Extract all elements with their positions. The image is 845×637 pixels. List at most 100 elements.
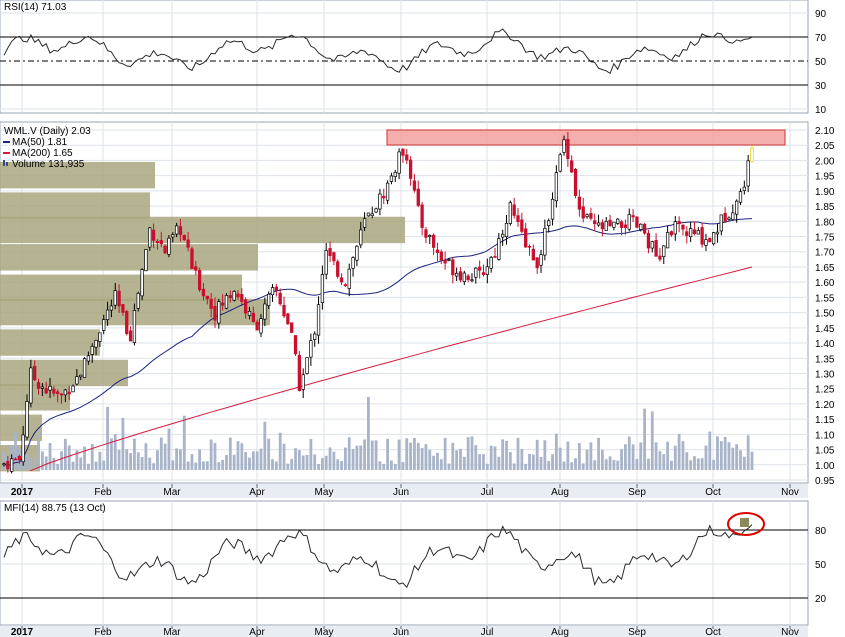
candle-body bbox=[535, 257, 539, 269]
volume-bar bbox=[420, 448, 424, 470]
month-label: Nov bbox=[781, 487, 799, 498]
volume-bar bbox=[466, 437, 470, 470]
volume-bar bbox=[79, 457, 83, 470]
volume-bar bbox=[593, 460, 597, 470]
candle-body bbox=[378, 193, 382, 210]
volume-bar bbox=[56, 463, 60, 470]
price-tick-label: 1.55 bbox=[815, 293, 835, 304]
candle-body bbox=[33, 365, 37, 381]
month-label: Jun bbox=[393, 487, 409, 498]
volume-bar bbox=[374, 440, 378, 470]
volume-bar bbox=[286, 463, 290, 470]
volume-bar bbox=[110, 438, 113, 470]
volume-bar bbox=[259, 448, 263, 470]
candle-body bbox=[508, 202, 512, 224]
price-tick-label: 1.30 bbox=[815, 369, 835, 380]
price-legend: WML.V (Daily) 2.03 MA(50) 1.81 MA(200) 1… bbox=[3, 126, 91, 170]
candle-body bbox=[654, 240, 658, 257]
rsi-label: RSI(14) 71.03 bbox=[4, 2, 67, 13]
volume-bar bbox=[470, 436, 474, 470]
candle-body bbox=[416, 188, 420, 206]
candle-body bbox=[217, 301, 221, 324]
candle-body bbox=[167, 237, 171, 255]
price-tick-label: 1.35 bbox=[815, 354, 835, 365]
volume-bar bbox=[148, 457, 152, 470]
volume-bar bbox=[543, 440, 547, 470]
volume-bar bbox=[294, 448, 297, 470]
candle-body bbox=[635, 216, 639, 228]
volume-bar bbox=[44, 456, 48, 470]
mfi-tick-label: 50 bbox=[815, 560, 827, 571]
volume-bar bbox=[186, 461, 190, 470]
volume-bar bbox=[608, 456, 612, 470]
price-tick-label: 1.15 bbox=[815, 415, 835, 426]
candle-body bbox=[658, 255, 662, 260]
candle-body bbox=[309, 340, 313, 358]
candle-body bbox=[677, 220, 681, 225]
volume-bar bbox=[52, 457, 56, 470]
volume-bar bbox=[194, 462, 198, 470]
volume-bar bbox=[198, 449, 202, 470]
volume-bar bbox=[409, 442, 413, 470]
volume-bar bbox=[363, 439, 366, 470]
month-label: Nov bbox=[781, 627, 799, 637]
volume-bar bbox=[370, 440, 374, 470]
volume-bar bbox=[240, 443, 244, 470]
highlight-circle bbox=[727, 512, 765, 536]
volume-bar bbox=[336, 459, 340, 470]
candle-body bbox=[274, 286, 278, 292]
candle-body bbox=[512, 204, 516, 216]
candle-body bbox=[209, 298, 213, 309]
volume-bar bbox=[601, 449, 604, 470]
volume-bar bbox=[140, 456, 144, 470]
candle-body bbox=[593, 220, 597, 225]
volume-legend: Volume 131,935 bbox=[12, 159, 85, 170]
volume-bar bbox=[708, 431, 712, 470]
volume-bar bbox=[301, 455, 305, 470]
volume-bar bbox=[244, 451, 248, 470]
candle-body bbox=[324, 250, 328, 275]
candle-body bbox=[478, 266, 482, 271]
candle-body bbox=[351, 257, 355, 269]
candle-body bbox=[94, 339, 98, 348]
ma50-line bbox=[3, 218, 753, 467]
rsi-line bbox=[3, 28, 753, 75]
candle-body bbox=[328, 248, 332, 256]
mfi-line bbox=[3, 524, 753, 589]
rsi-tick-label: 50 bbox=[815, 57, 827, 68]
volume-bar bbox=[401, 462, 405, 470]
price-tick-label: 1.20 bbox=[815, 400, 835, 411]
date-axis-top: 2017 Feb Mar Apr May Jun Jul Aug Sep Oct Nov bbox=[0, 484, 808, 498]
volume-bar bbox=[432, 455, 436, 470]
candle-body bbox=[746, 160, 750, 187]
volume-bar bbox=[696, 458, 700, 470]
candle-body bbox=[524, 228, 528, 248]
month-label: Jun bbox=[393, 627, 409, 637]
volume-profile-bar bbox=[0, 274, 242, 301]
candle-body bbox=[458, 271, 463, 281]
volume-bar bbox=[443, 437, 447, 470]
candle-body bbox=[6, 461, 10, 470]
volume-bar bbox=[658, 451, 662, 470]
candle-body bbox=[105, 309, 110, 321]
candle-body bbox=[520, 219, 524, 232]
candle-body bbox=[224, 295, 229, 309]
candle-body bbox=[543, 227, 547, 256]
volume-bar bbox=[228, 437, 232, 470]
volume-bar bbox=[359, 445, 363, 470]
volume-bar bbox=[673, 445, 677, 470]
volume-bar bbox=[462, 456, 466, 470]
volume-bar bbox=[251, 451, 255, 470]
candle-body bbox=[197, 270, 202, 291]
candle-body bbox=[608, 219, 612, 227]
mfi-tick-label: 80 bbox=[815, 526, 827, 537]
candle-body bbox=[704, 239, 708, 246]
candle-body bbox=[439, 251, 443, 261]
candle-body bbox=[159, 240, 163, 245]
volume-bar bbox=[436, 452, 439, 470]
volume-bar bbox=[501, 439, 505, 470]
candle-body bbox=[63, 389, 68, 396]
volume-bar bbox=[604, 459, 608, 470]
candle-body bbox=[566, 138, 570, 160]
mfi-panel: 80 50 20 MFI(14) 88.75 (13 Oct) bbox=[0, 500, 827, 626]
